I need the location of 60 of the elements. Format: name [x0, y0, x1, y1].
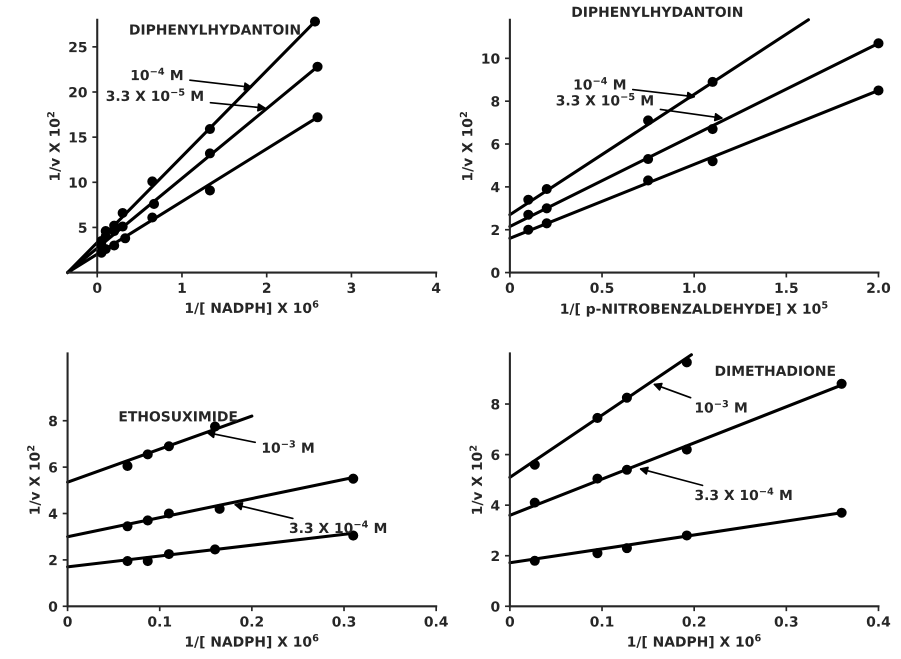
annotation: 3.3 X 10$^{−5}$ M — [556, 92, 653, 106]
x-tick-label: 0.4 — [866, 616, 890, 627]
y-tick-label: 10 — [482, 53, 500, 64]
x-tick-label: 0.3 — [332, 616, 356, 627]
annotation: 10$^{−4}$ M — [132, 68, 182, 80]
x-tick-label: 1.0 — [683, 282, 706, 294]
x-tick-label: 0 — [506, 616, 514, 627]
y-tick-label: 0 — [491, 601, 500, 612]
x-tick-label: 0 — [93, 282, 102, 294]
y-tick-label: 4 — [491, 500, 500, 510]
chart-title: DIPHENYLHYDANTOIN — [130, 24, 300, 35]
x-axis-title: 1/[ NADPH] X 10$^{6}$ — [186, 634, 318, 648]
y-tick-label: 2 — [49, 554, 57, 566]
annotation: 10$^{−3}$ M — [262, 440, 314, 453]
x-tick-label: 3 — [348, 282, 356, 294]
annotation: 10$^{−3}$ M — [696, 400, 747, 413]
y-tick-label: 25 — [69, 42, 87, 52]
text: ETHOSUXIMIDE — [120, 411, 237, 422]
y-tick-label: 2 — [492, 224, 499, 236]
x-axis-title: 1/[ p-NITROBENZALDEHYDE] X 10$^{5}$ — [561, 301, 828, 317]
x-tick-label: 0.5 — [590, 282, 614, 294]
y-tick-label: 4 — [48, 508, 58, 519]
y-tick-label: 20 — [69, 86, 87, 98]
annotation: 10$^{−4}$ M — [574, 77, 626, 90]
y-tick-label: 8 — [491, 96, 500, 107]
chart-title: DIPHENYLHYDANTOIN — [572, 6, 742, 18]
y-axis-title: 1/v X 10$^{2}$ — [27, 446, 41, 514]
y-tick-label: 6 — [49, 462, 58, 473]
y-tick-label: 8 — [491, 399, 500, 410]
x-axis-title: 1/[ NADPH] X 10$^{6}$ — [186, 300, 318, 315]
y-tick-label: 6 — [491, 139, 500, 150]
y-tick-label: 2 — [492, 550, 499, 561]
y-tick-label: 6 — [491, 450, 500, 460]
x-tick-label: 0.3 — [774, 616, 798, 627]
x-axis-title: 1/[ NADPH] X 10$^{6}$ — [628, 634, 761, 648]
y-tick-label: 10 — [70, 177, 87, 188]
y-tick-label: 4 — [491, 182, 500, 192]
annotation: 3.3 X 10$^{−5}$ M — [106, 88, 203, 102]
x-tick-label: 0.1 — [590, 616, 614, 627]
x-tick-label: 0 — [506, 282, 514, 294]
x-tick-label: 0.2 — [240, 616, 263, 627]
x-tick-label: 1.5 — [776, 282, 798, 294]
x-tick-label: 2.0 — [867, 282, 890, 294]
x-tick-label: 4 — [432, 282, 440, 293]
y-tick-label: 15 — [70, 132, 87, 143]
x-tick-label: 1 — [178, 282, 186, 293]
annotation: 3.3 X 10$^{−4}$ M — [290, 520, 386, 534]
x-tick-label: 0.4 — [424, 616, 448, 627]
y-tick-label: 0 — [48, 601, 58, 612]
y-tick-label: 0 — [491, 268, 500, 278]
text: DIMETHADIONE — [716, 366, 835, 376]
x-tick-label: 0.2 — [682, 616, 706, 627]
y-axis-title: 1/v X 10$^{2}$ — [460, 112, 474, 180]
x-tick-label: 0.1 — [148, 616, 172, 627]
y-tick-label: 5 — [78, 222, 87, 233]
y-axis-title: 1/v X 10$^{2}$ — [47, 112, 61, 180]
annotation: 3.3 X 10$^{−4}$ M — [695, 488, 792, 500]
x-tick-label: 2 — [262, 282, 270, 293]
y-tick-label: 8 — [49, 416, 57, 426]
y-axis-title: 1/v X 10$^{2}$ — [469, 446, 484, 514]
